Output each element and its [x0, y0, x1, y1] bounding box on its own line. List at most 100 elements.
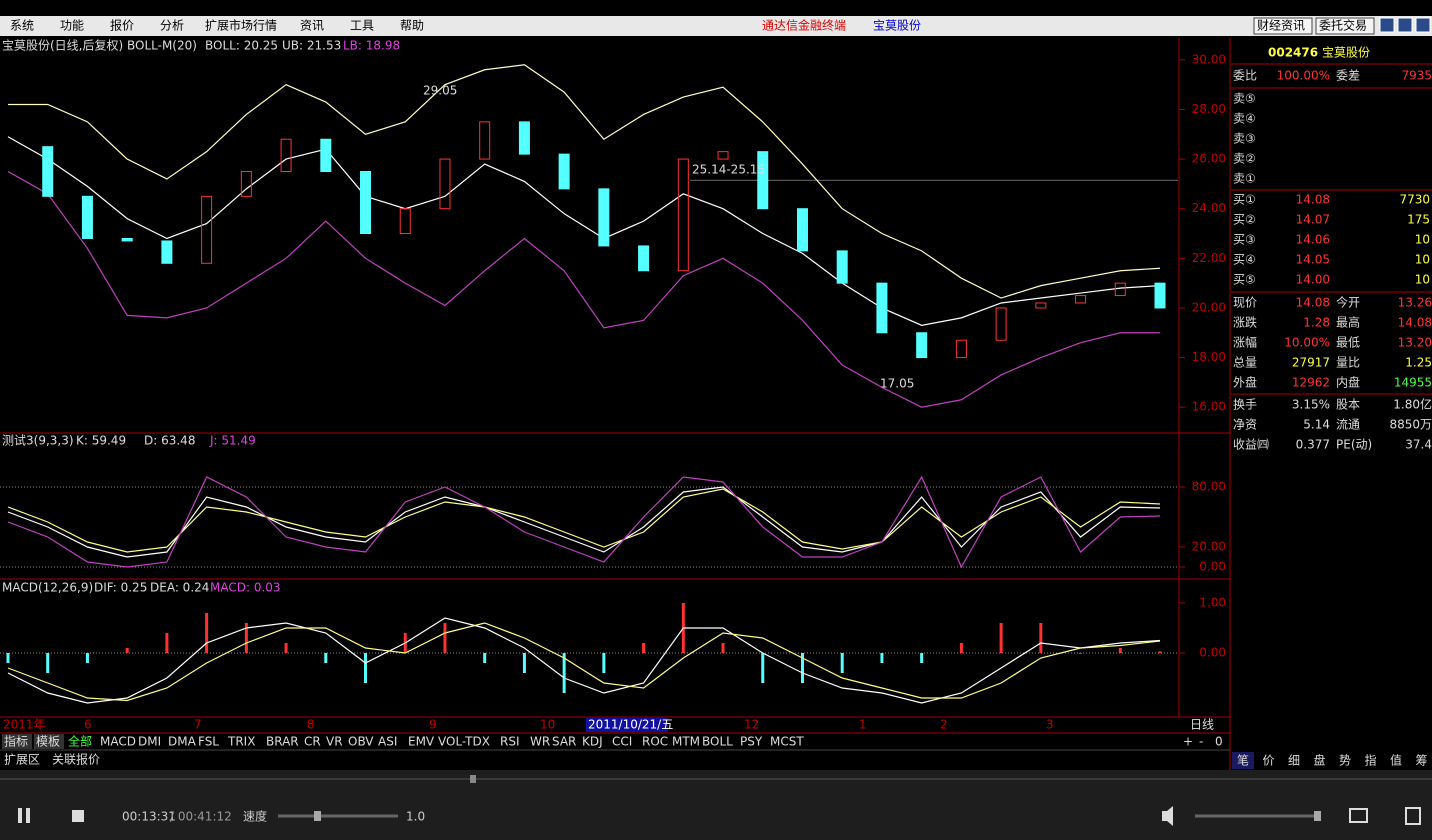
tab[interactable]: MACD: [100, 735, 136, 749]
side-tab-bg[interactable]: [1232, 752, 1254, 769]
side-tab[interactable]: 笔: [1237, 753, 1249, 768]
menu-item[interactable]: 功能: [60, 19, 84, 33]
macd-bar: [443, 623, 447, 653]
tab[interactable]: CCI: [612, 735, 632, 749]
tab-tool[interactable]: 0: [1215, 735, 1223, 749]
quote-cell: 1.28: [1303, 316, 1330, 330]
x-tick-label: 2011/10/21/五: [588, 718, 673, 732]
side-tab[interactable]: 指: [1365, 753, 1377, 768]
progress-knob[interactable]: [470, 775, 476, 783]
app-title: 通达信金融终端: [762, 18, 846, 33]
tab[interactable]: MCST: [770, 735, 804, 749]
tab[interactable]: TRIX: [227, 735, 255, 749]
menu-item[interactable]: 扩展市场行情: [205, 18, 277, 33]
top-button-label[interactable]: 委托交易: [1319, 18, 1367, 33]
bottom-tab[interactable]: 关联报价: [52, 752, 100, 767]
side-tab[interactable]: 细: [1288, 754, 1300, 768]
candle: [598, 188, 610, 247]
quote-cell: 委比: [1233, 69, 1257, 83]
quote-cell: 14.08: [1398, 316, 1432, 330]
side-tab[interactable]: 势: [1339, 754, 1351, 768]
tab-tool[interactable]: +: [1183, 735, 1193, 749]
tab[interactable]: 指标: [4, 734, 28, 749]
macd-bar: [800, 653, 804, 683]
tab[interactable]: BRAR: [266, 735, 299, 749]
macd-bar: [483, 653, 487, 663]
menu-item[interactable]: 工具: [350, 19, 374, 33]
macd-bar: [1118, 648, 1122, 653]
tab[interactable]: VR: [326, 735, 343, 749]
candle: [677, 158, 689, 272]
tab[interactable]: ROC: [642, 735, 668, 749]
macd-bar: [165, 633, 169, 653]
window-button[interactable]: [1379, 17, 1395, 33]
quote-cell: 卖③: [1233, 132, 1256, 146]
candle: [757, 151, 769, 210]
tab[interactable]: SAR: [552, 735, 576, 749]
legend: 测试3(9,3,3): [2, 433, 74, 448]
fullscreen-button[interactable]: [1349, 808, 1368, 823]
menu-bar: [0, 16, 1432, 36]
tab[interactable]: CR: [304, 735, 321, 749]
menu-item[interactable]: 帮助: [400, 19, 424, 33]
quote-cell: 量比: [1336, 356, 1360, 370]
quote-cell: 37.4: [1405, 438, 1432, 452]
tab[interactable]: PSY: [740, 735, 763, 749]
speed-label: 速度: [243, 809, 267, 824]
tab[interactable]: EMV: [408, 735, 435, 749]
menu-item[interactable]: 分析: [160, 19, 184, 33]
tab[interactable]: WR: [530, 735, 550, 749]
pause-button[interactable]: [26, 808, 30, 823]
tab[interactable]: KDJ: [582, 735, 603, 749]
candle: [717, 151, 729, 160]
x-tick-label: 2011年: [3, 718, 46, 732]
tab[interactable]: RSI: [500, 735, 520, 749]
menu-item[interactable]: 报价: [110, 18, 134, 33]
quote-cell: 14.05: [1296, 253, 1330, 267]
tab-tool[interactable]: -: [1199, 735, 1203, 749]
x-tick-label: 7: [194, 718, 202, 732]
macd-bar: [1039, 623, 1043, 653]
quote-cell: 流通: [1336, 418, 1360, 432]
tab-bg[interactable]: [34, 734, 64, 749]
pause-button[interactable]: [18, 808, 22, 823]
quote-cell: 总量: [1233, 356, 1257, 370]
stop-button[interactable]: [72, 810, 84, 822]
tab[interactable]: 模板: [36, 735, 60, 749]
window-button[interactable]: [1397, 17, 1413, 33]
speed-knob[interactable]: [314, 811, 321, 821]
candle: [916, 332, 928, 359]
tab[interactable]: 全部: [68, 734, 92, 749]
tab[interactable]: MTM: [672, 735, 700, 749]
top-button[interactable]: [1315, 17, 1375, 35]
quote-cell: 1.80亿: [1393, 397, 1432, 412]
exit-button[interactable]: [1405, 807, 1421, 825]
top-button[interactable]: [1253, 17, 1313, 35]
menu-item[interactable]: 资讯: [300, 19, 324, 33]
window-button[interactable]: [1415, 17, 1431, 33]
tab[interactable]: DMI: [138, 735, 161, 749]
stock-name: 宝莫股份: [1322, 46, 1370, 60]
volume-icon[interactable]: [1162, 806, 1173, 826]
quote-cell: 股本: [1336, 398, 1360, 412]
tab[interactable]: DMA: [168, 735, 197, 749]
bottom-tab[interactable]: 扩展区: [4, 753, 40, 767]
side-tab[interactable]: 筹: [1416, 754, 1428, 768]
quote-cell: 10.00%: [1284, 336, 1330, 350]
tab[interactable]: BOLL: [702, 735, 733, 749]
top-button-label[interactable]: 财经资讯: [1257, 19, 1305, 33]
candle: [995, 307, 1007, 341]
tab[interactable]: FSL: [198, 735, 219, 749]
top-strip: [0, 0, 1432, 16]
indicator-line: [8, 64, 1161, 299]
tab-bg[interactable]: [2, 734, 32, 749]
volume-knob[interactable]: [1314, 811, 1321, 821]
side-tab[interactable]: 价: [1263, 754, 1275, 768]
side-tab[interactable]: 盘: [1314, 753, 1326, 768]
menu-item[interactable]: 系统: [10, 19, 34, 33]
tab[interactable]: VOL-TDX: [438, 735, 490, 749]
tab[interactable]: OBV: [348, 735, 374, 749]
tab[interactable]: ASI: [378, 735, 397, 749]
side-tab[interactable]: 值: [1390, 753, 1402, 768]
